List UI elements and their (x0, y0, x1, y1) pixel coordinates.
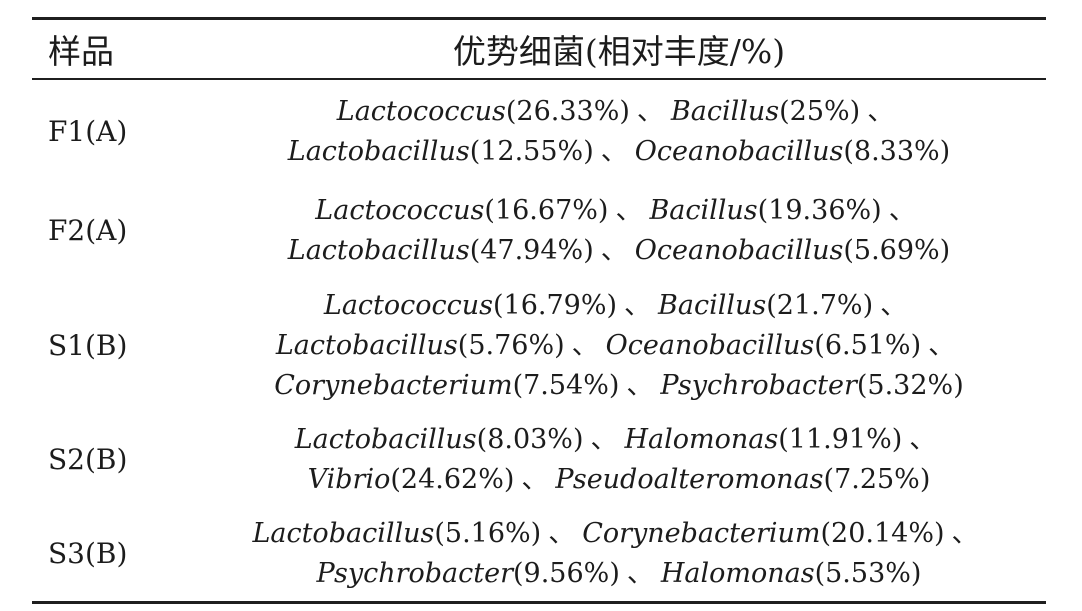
abundance-value: (16.67%) (484, 195, 609, 226)
genus-name: Lactobacillus (287, 235, 470, 266)
table-row: F1(A) Lactococcus(26.33%)、 Bacillus(25%) 、L… (32, 79, 1046, 184)
list-separator: 、 (867, 96, 895, 127)
genus-name: Pseudoalteromonas (555, 464, 824, 495)
abundance-value: (8.33%) (843, 136, 951, 167)
abundance-value: (19.36%) (757, 195, 882, 226)
sample-cell: S2(B) (48, 443, 128, 476)
abundance-value: (5.53%) (814, 558, 922, 589)
abundance-value: (9.56%) (513, 558, 620, 589)
abundance-value: (24.62%) (390, 464, 515, 495)
abundance-value: (47.94%) (469, 235, 594, 266)
bacteria-cell: Lactococcus(26.33%)、 Bacillus(25%) 、Lactob… (192, 79, 1046, 184)
genus-name: Oceanobacillus (634, 235, 844, 266)
list-separator: 、 (880, 289, 908, 321)
genus-name: Halomonas (660, 558, 815, 589)
genus-name: Bacillus (649, 195, 758, 226)
abundance-value: (5.69%) (843, 235, 951, 266)
abundance-value: (26.33%) (505, 96, 630, 127)
list-separator: 、 (571, 329, 599, 361)
bacteria-column-header: 优势细菌(相对丰度/%) (192, 18, 1046, 80)
bacteria-cell: Lactococcus(16.79%)、 Bacillus(21.7%) 、Lact… (192, 278, 1046, 413)
abundance-value: (7.54%) (512, 369, 620, 401)
abundance-value: (5.16%) (434, 518, 542, 549)
list-separator: 、 (600, 235, 628, 266)
abundance-value: (12.55%) (469, 136, 594, 167)
abundance-value: (5.32%) (856, 369, 964, 401)
genus-name: Lactobacillus (294, 424, 477, 455)
list-separator: 、 (928, 329, 956, 361)
table-header: 样品 优势细菌(相对丰度/%) (32, 18, 1046, 80)
genus-name: Bacillus (658, 289, 767, 321)
list-separator: 、 (548, 518, 576, 549)
genus-name: Bacillus (670, 96, 780, 127)
list-separator: 、 (636, 96, 664, 127)
abundance-value: (7.25%) (823, 464, 931, 495)
list-separator: 、 (521, 464, 549, 495)
table-row: F2(A) Lactococcus(16.67%)、 Bacillus(19.36%… (32, 184, 1046, 278)
list-separator: 、 (624, 289, 652, 321)
list-separator: 、 (600, 136, 628, 167)
genus-name: Lactobacillus (275, 329, 458, 361)
genus-name: Corynebacterium (274, 369, 513, 401)
table-row: S1(B) Lactococcus(16.79%)、 Bacillus(21.7%)… (32, 278, 1046, 413)
genus-name: Psychrobacter (316, 558, 514, 589)
genus-name: Oceanobacillus (605, 329, 815, 361)
bacteria-cell: Lactobacillus(8.03%)、 Halomonas(11.91%) 、V… (192, 413, 1046, 507)
genus-name: Lactococcus (323, 289, 494, 321)
abundance-value: (6.51%) (814, 329, 922, 361)
list-separator: 、 (909, 424, 937, 455)
table-row: S3(B) Lactobacillus(5.16%)、 Corynebacteriu… (32, 507, 1046, 603)
table-body: F1(A) Lactococcus(26.33%)、 Bacillus(25%) 、L… (32, 79, 1046, 603)
list-separator: 、 (615, 195, 643, 226)
genus-name: Lactobacillus (287, 136, 470, 167)
header-row: 样品 优势细菌(相对丰度/%) (32, 18, 1046, 80)
bacteria-abundance-table: 样品 优势细菌(相对丰度/%) F1(A) Lactococcus(26.33%)… (32, 17, 1046, 604)
genus-name: Corynebacterium (582, 518, 821, 549)
abundance-value: (16.79%) (493, 289, 618, 321)
abundance-value: (11.91%) (778, 424, 903, 455)
sample-cell: F2(A) (48, 214, 128, 247)
list-separator: 、 (626, 558, 654, 589)
genus-name: Psychrobacter (660, 369, 857, 401)
genus-name: Vibrio (307, 464, 391, 495)
genus-name: Lactococcus (336, 96, 506, 127)
abundance-value: (21.7%) (766, 289, 874, 321)
list-separator: 、 (888, 195, 916, 226)
genus-name: Lactococcus (315, 195, 485, 226)
abundance-value: (5.76%) (457, 329, 565, 361)
sample-cell: S1(B) (48, 328, 128, 362)
genus-name: Halomonas (624, 424, 779, 455)
list-separator: 、 (951, 518, 979, 549)
sample-cell: S3(B) (48, 537, 128, 570)
genus-name: Lactobacillus (252, 518, 435, 549)
abundance-value: (8.03%) (476, 424, 584, 455)
abundance-value: (25%) (779, 96, 861, 127)
sample-cell: F1(A) (48, 115, 128, 148)
sample-column-header: 样品 (32, 18, 192, 80)
abundance-value: (20.14%) (820, 518, 945, 549)
table-row: S2(B) Lactobacillus(8.03%)、 Halomonas(11.9… (32, 413, 1046, 507)
list-separator: 、 (590, 424, 618, 455)
genus-name: Oceanobacillus (634, 136, 844, 167)
bacteria-cell: Lactobacillus(5.16%)、 Corynebacterium(20.… (192, 507, 1046, 603)
list-separator: 、 (626, 369, 654, 401)
bacteria-cell: Lactococcus(16.67%)、 Bacillus(19.36%) 、Lac… (192, 184, 1046, 278)
